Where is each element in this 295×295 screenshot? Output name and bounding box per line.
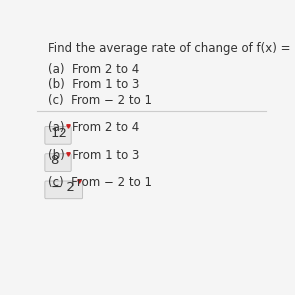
Text: (a)  From 2 to 4: (a) From 2 to 4 [48,122,140,135]
FancyBboxPatch shape [45,127,71,144]
Text: (c)  From − 2 to 1: (c) From − 2 to 1 [48,176,152,189]
FancyBboxPatch shape [45,154,71,171]
Text: 12: 12 [51,127,68,140]
Text: − 2: − 2 [51,181,74,194]
Text: (b)  From 1 to 3: (b) From 1 to 3 [48,149,140,162]
Text: 8: 8 [51,154,59,167]
Text: (c)  From − 2 to 1: (c) From − 2 to 1 [48,94,152,106]
Text: (b)  From 1 to 3: (b) From 1 to 3 [48,78,140,91]
Text: Find the average rate of change of f(x) = 2x² + 6:: Find the average rate of change of f(x) … [48,42,295,55]
FancyBboxPatch shape [45,181,83,199]
Text: (a)  From 2 to 4: (a) From 2 to 4 [48,63,140,76]
